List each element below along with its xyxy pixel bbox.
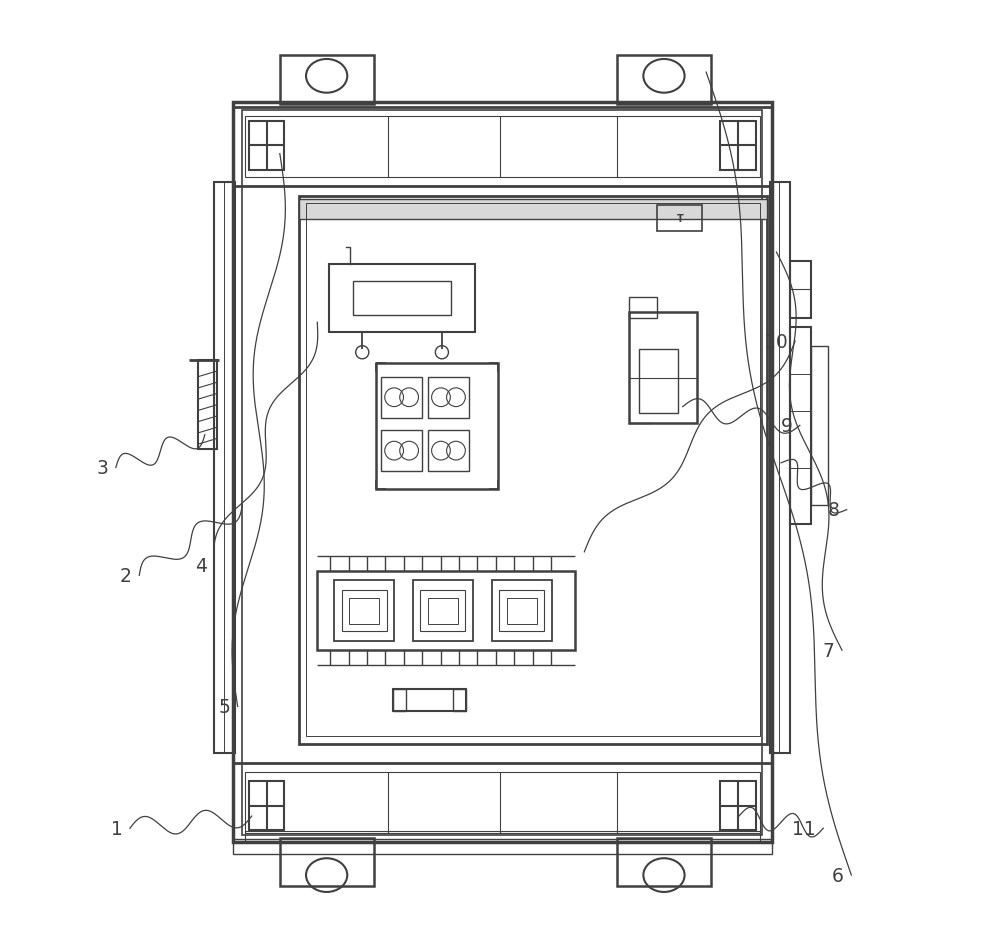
- Bar: [499, 591, 544, 632]
- Bar: [428, 377, 469, 418]
- Bar: [342, 591, 387, 632]
- Bar: [790, 262, 811, 318]
- Bar: [381, 377, 422, 418]
- Text: 1: 1: [111, 819, 122, 838]
- Bar: [329, 265, 475, 332]
- Bar: [242, 110, 762, 835]
- Text: 6: 6: [832, 866, 844, 885]
- Text: 7: 7: [823, 641, 835, 660]
- Bar: [720, 122, 756, 170]
- Bar: [299, 197, 767, 744]
- Text: 2: 2: [120, 566, 132, 585]
- Bar: [306, 204, 760, 737]
- Bar: [349, 598, 379, 624]
- Bar: [233, 108, 772, 187]
- Text: 3: 3: [96, 459, 108, 477]
- Bar: [453, 689, 466, 711]
- Text: 11: 11: [792, 819, 816, 838]
- Text: 9: 9: [780, 417, 792, 435]
- Bar: [629, 298, 657, 318]
- Bar: [245, 831, 760, 842]
- Bar: [381, 431, 422, 472]
- Bar: [334, 580, 394, 641]
- Bar: [233, 763, 772, 842]
- Bar: [249, 122, 284, 170]
- Bar: [280, 56, 374, 105]
- Bar: [639, 350, 678, 414]
- Bar: [413, 580, 473, 641]
- Bar: [393, 689, 406, 711]
- Bar: [393, 689, 466, 711]
- Bar: [428, 431, 469, 472]
- Bar: [720, 782, 756, 830]
- Bar: [420, 591, 465, 632]
- Bar: [317, 571, 575, 651]
- Bar: [657, 206, 702, 232]
- Bar: [198, 360, 217, 449]
- Bar: [233, 103, 772, 842]
- Bar: [428, 598, 458, 624]
- Bar: [353, 282, 451, 315]
- Bar: [376, 363, 498, 490]
- Bar: [811, 346, 828, 505]
- Text: 5: 5: [218, 697, 230, 716]
- Bar: [299, 199, 767, 220]
- Bar: [245, 772, 760, 833]
- Bar: [245, 117, 760, 178]
- Bar: [249, 782, 284, 830]
- Bar: [280, 838, 374, 886]
- Bar: [214, 183, 235, 753]
- Bar: [617, 56, 711, 105]
- Text: 4: 4: [195, 557, 207, 576]
- Bar: [790, 328, 811, 524]
- Text: 8: 8: [827, 501, 839, 519]
- Bar: [492, 580, 552, 641]
- Text: T: T: [677, 214, 683, 224]
- Bar: [617, 838, 711, 886]
- Bar: [770, 183, 790, 753]
- Bar: [233, 840, 772, 854]
- Bar: [507, 598, 537, 624]
- Bar: [629, 313, 697, 423]
- Text: 10: 10: [764, 332, 788, 351]
